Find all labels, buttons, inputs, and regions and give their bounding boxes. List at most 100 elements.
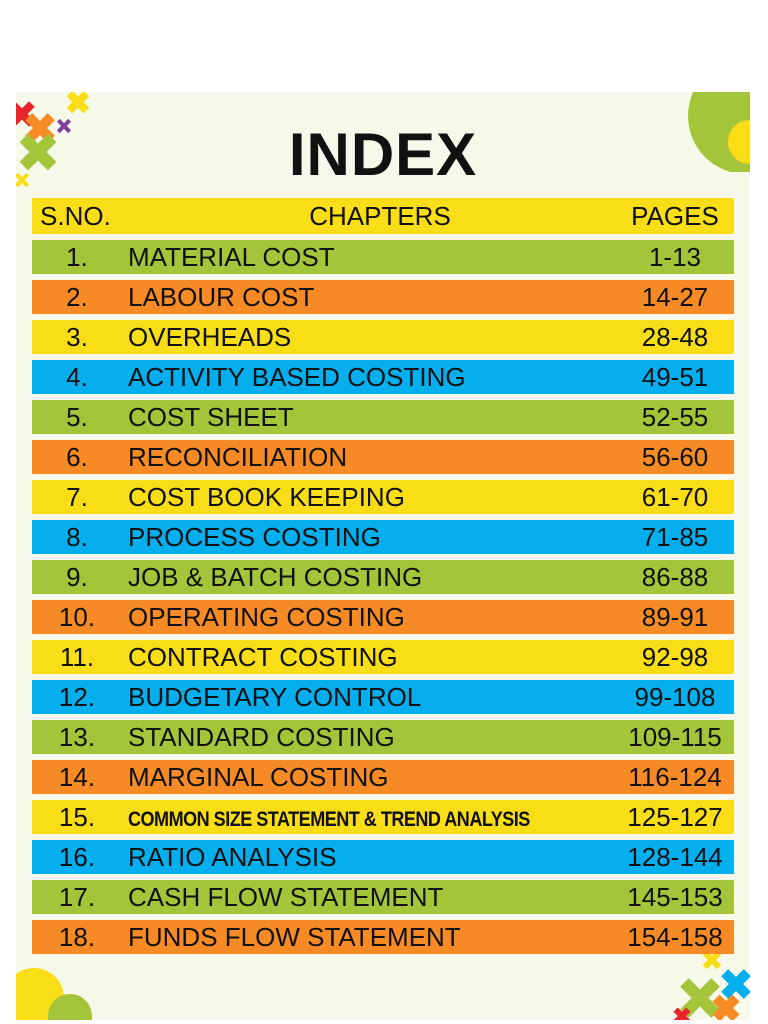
header-chapters: CHAPTERS [309, 200, 451, 231]
row-chapter-cell: MATERIAL COST [122, 242, 616, 273]
table-row: 14. MARGINAL COSTING 116-124 [32, 760, 734, 794]
header-sno: S.NO. [40, 200, 111, 231]
row-chapter-cell: FUNDS FLOW STATEMENT [122, 922, 616, 953]
row-pages: 49-51 [641, 361, 709, 392]
row-pages: 154-158 [627, 921, 723, 952]
row-sno: 1. [66, 241, 88, 272]
header-pages: PAGES [631, 200, 719, 231]
table-row: 16. RATIO ANALYSIS 128-144 [32, 840, 734, 874]
row-sno: 2. [66, 281, 88, 312]
row-chapter: JOB & BATCH COSTING [128, 561, 423, 592]
row-chapter-cell: OPERATING COSTING [122, 602, 616, 633]
row-sno: 10. [58, 601, 96, 632]
table-row: 15. COMMON SIZE STATEMENT & TREND ANALYSI… [32, 800, 734, 834]
row-pages: 109-115 [628, 721, 722, 752]
table-row: 3. OVERHEADS 28-48 [32, 320, 734, 354]
row-sno: 16. [58, 841, 96, 872]
row-chapter-cell: CONTRACT COSTING [122, 642, 616, 673]
table-row: 1. MATERIAL COST 1-13 [32, 240, 734, 274]
page-title: INDEX [288, 121, 478, 188]
table-row: 6. RECONCILIATION 56-60 [32, 440, 734, 474]
row-sno: 11. [59, 641, 95, 672]
row-chapter: OVERHEADS [128, 321, 292, 352]
row-pages: 128-144 [627, 841, 723, 872]
row-sno: 3. [66, 321, 88, 352]
row-sno: 13. [58, 721, 96, 752]
table-row: 17. CASH FLOW STATEMENT 145-153 [32, 880, 734, 914]
row-chapter-cell: PROCESS COSTING [122, 522, 616, 553]
row-chapter-cell: COST BOOK KEEPING [122, 482, 616, 513]
row-pages: 125-127 [627, 801, 723, 832]
row-chapter-cell: CASH FLOW STATEMENT [122, 882, 616, 913]
row-chapter-cell: STANDARD COSTING [122, 722, 616, 753]
row-pages: 14-27 [641, 281, 709, 312]
decorative-circles-bottom-left [16, 968, 92, 1020]
row-sno: 9. [66, 561, 88, 592]
row-pages: 145-153 [627, 881, 723, 912]
row-sno: 4. [66, 361, 88, 392]
table-row: 4. ACTIVITY BASED COSTING 49-51 [32, 360, 734, 394]
row-pages: 28-48 [641, 321, 709, 352]
table-row: 13. STANDARD COSTING 109-115 [32, 720, 734, 754]
row-chapter: CONTRACT COSTING [128, 641, 398, 672]
row-chapter-cell: RECONCILIATION [122, 442, 616, 473]
row-sno: 8. [66, 521, 88, 552]
row-chapter: COMMON SIZE STATEMENT & TREND ANALYSIS [128, 807, 530, 831]
row-sno: 14. [58, 761, 96, 792]
row-pages: 86-88 [641, 561, 709, 592]
index-page: INDEX S.NO. CHAPTERS PAGES 1. MATERIAL CO… [16, 92, 750, 1020]
row-sno: 6. [66, 441, 88, 472]
row-chapter: COST BOOK KEEPING [128, 481, 405, 512]
row-chapter-cell: RATIO ANALYSIS [122, 842, 616, 873]
row-chapter-cell: COST SHEET [122, 402, 616, 433]
row-sno: 18. [58, 921, 96, 952]
row-pages: 71-85 [641, 521, 709, 552]
decorative-circles-top-right [688, 92, 750, 172]
row-chapter-cell: ACTIVITY BASED COSTING [122, 362, 616, 393]
row-chapter: LABOUR COST [128, 281, 315, 312]
table-row: 5. COST SHEET 52-55 [32, 400, 734, 434]
index-table: S.NO. CHAPTERS PAGES 1. MATERIAL COST 1-13… [32, 198, 734, 960]
row-chapter: MARGINAL COSTING [128, 761, 389, 792]
row-chapter-cell: OVERHEADS [122, 322, 616, 353]
row-chapter: ACTIVITY BASED COSTING [128, 361, 466, 392]
row-pages: 1-13 [648, 241, 702, 272]
row-chapter-cell: JOB & BATCH COSTING [122, 562, 616, 593]
table-header-row: S.NO. CHAPTERS PAGES [32, 198, 734, 234]
row-pages: 99-108 [634, 681, 716, 712]
table-row: 2. LABOUR COST 14-27 [32, 280, 734, 314]
decorative-crosses-bottom-right [673, 950, 750, 1020]
row-pages: 61-70 [641, 481, 709, 512]
row-pages: 56-60 [641, 441, 709, 472]
row-chapter: COST SHEET [128, 401, 294, 432]
row-pages: 92-98 [641, 641, 709, 672]
row-chapter: FUNDS FLOW STATEMENT [128, 921, 461, 952]
row-chapter: BUDGETARY CONTROL [128, 681, 422, 712]
row-chapter-cell: MARGINAL COSTING [122, 762, 616, 793]
table-row: 12. BUDGETARY CONTROL 99-108 [32, 680, 734, 714]
row-chapter-cell: COMMON SIZE STATEMENT & TREND ANALYSIS [122, 802, 616, 833]
row-chapter-cell: BUDGETARY CONTROL [122, 682, 616, 713]
table-body: 1. MATERIAL COST 1-13 2. LABOUR COST 14-27 3. O… [32, 240, 734, 954]
row-chapter: MATERIAL COST [128, 241, 335, 272]
table-row: 10. OPERATING COSTING 89-91 [32, 600, 734, 634]
row-chapter: STANDARD COSTING [128, 721, 395, 752]
row-chapter: RATIO ANALYSIS [128, 841, 337, 872]
row-pages: 89-91 [641, 601, 709, 632]
row-chapter: PROCESS COSTING [128, 521, 381, 552]
table-row: 11. CONTRACT COSTING 92-98 [32, 640, 734, 674]
row-chapter: OPERATING COSTING [128, 601, 405, 632]
table-row: 18. FUNDS FLOW STATEMENT 154-158 [32, 920, 734, 954]
row-sno: 15. [58, 801, 96, 832]
row-sno: 7. [66, 481, 88, 512]
table-row: 7. COST BOOK KEEPING 61-70 [32, 480, 734, 514]
row-chapter-cell: LABOUR COST [122, 282, 616, 313]
table-row: 9. JOB & BATCH COSTING 86-88 [32, 560, 734, 594]
row-sno: 5. [66, 401, 88, 432]
row-sno: 17. [58, 881, 96, 912]
row-pages: 116-124 [628, 761, 722, 792]
row-pages: 52-55 [641, 401, 709, 432]
table-row: 8. PROCESS COSTING 71-85 [32, 520, 734, 554]
row-chapter: RECONCILIATION [128, 441, 348, 472]
row-sno: 12. [58, 681, 96, 712]
